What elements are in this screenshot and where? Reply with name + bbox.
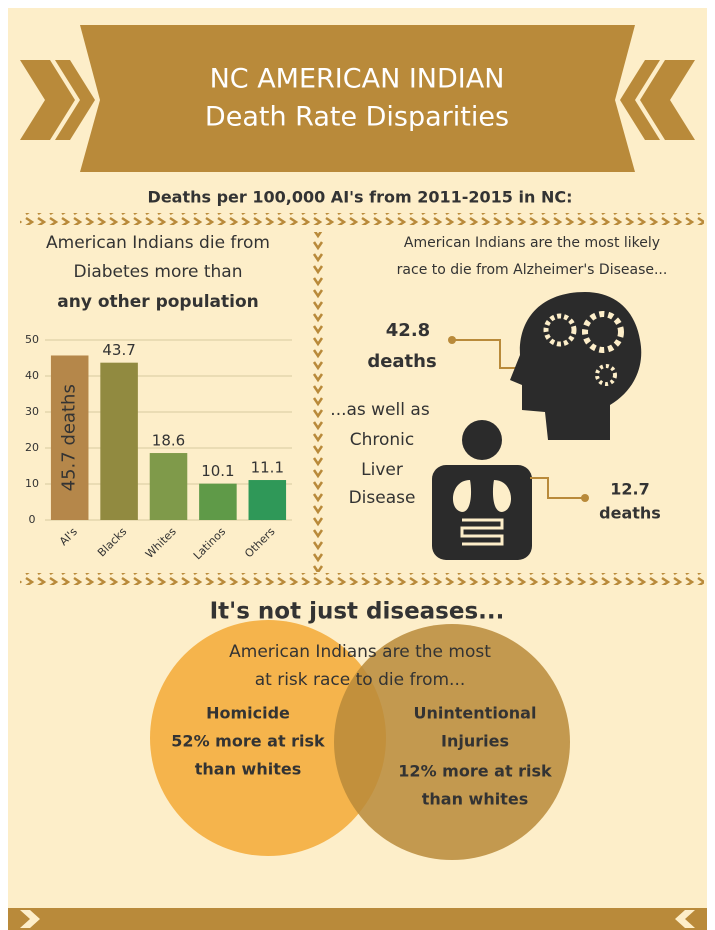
y-tick-label: 50 bbox=[25, 333, 39, 346]
value-label: 45.7 deaths bbox=[59, 384, 80, 491]
value-label: 11.1 bbox=[251, 459, 284, 477]
liver-stat: 12.7 bbox=[610, 480, 649, 499]
head-icon bbox=[448, 292, 642, 440]
value-label: 18.6 bbox=[152, 432, 185, 450]
y-tick-label: 30 bbox=[25, 405, 39, 418]
diabetes-heading: any other population bbox=[57, 292, 258, 312]
divider bbox=[20, 213, 704, 225]
footer-banner bbox=[8, 908, 707, 930]
diabetes-heading: Diabetes more than bbox=[74, 262, 243, 282]
header-banner bbox=[20, 25, 695, 172]
value-label: 43.7 bbox=[102, 341, 135, 359]
liver-text: ...as well as bbox=[330, 400, 430, 420]
liver-text: Disease bbox=[349, 488, 416, 508]
value-label: 10.1 bbox=[201, 462, 234, 480]
risks-intro: American Indians are the most bbox=[229, 642, 491, 662]
liver-text: Chronic bbox=[350, 430, 415, 450]
title: NC AMERICAN INDIAN bbox=[210, 64, 505, 95]
liver-stat: deaths bbox=[599, 504, 661, 523]
alzheimers-text: American Indians are the most likely bbox=[404, 235, 660, 251]
body-icon bbox=[432, 420, 589, 560]
alzheimers-stat: 42.8 bbox=[386, 320, 430, 341]
alzheimers-text: race to die from Alzheimer's Disease... bbox=[397, 262, 668, 278]
liver-text: Liver bbox=[361, 460, 403, 480]
risks-intro: at risk race to die from... bbox=[255, 670, 466, 690]
diabetes-heading: American Indians die from bbox=[46, 233, 270, 253]
divider bbox=[20, 573, 704, 585]
homicide-text: 52% more at risk bbox=[171, 732, 325, 751]
injuries-text: 12% more at risk bbox=[398, 762, 552, 781]
y-tick-label: 10 bbox=[25, 477, 39, 490]
y-tick-label: 20 bbox=[25, 441, 39, 454]
injuries-text: than whites bbox=[422, 790, 528, 809]
bar bbox=[100, 362, 138, 520]
bar bbox=[199, 483, 237, 520]
homicide-text: Homicide bbox=[206, 704, 290, 723]
bar bbox=[50, 355, 89, 520]
risks-heading: It's not just diseases... bbox=[210, 599, 505, 625]
subtitle: Deaths per 100,000 AI's from 2011-2015 i… bbox=[148, 188, 573, 207]
injuries-text: Unintentional bbox=[414, 704, 537, 723]
bar bbox=[149, 453, 188, 520]
alzheimers-stat: deaths bbox=[367, 351, 436, 372]
injuries-text: Injuries bbox=[441, 732, 509, 751]
homicide-circle bbox=[150, 620, 386, 856]
bar bbox=[248, 480, 287, 520]
title: Death Rate Disparities bbox=[205, 102, 509, 133]
injuries-circle bbox=[334, 624, 570, 860]
divider bbox=[313, 232, 325, 572]
homicide-text: than whites bbox=[195, 760, 301, 779]
y-tick-label: 0 bbox=[29, 513, 36, 526]
y-tick-label: 40 bbox=[25, 369, 39, 382]
